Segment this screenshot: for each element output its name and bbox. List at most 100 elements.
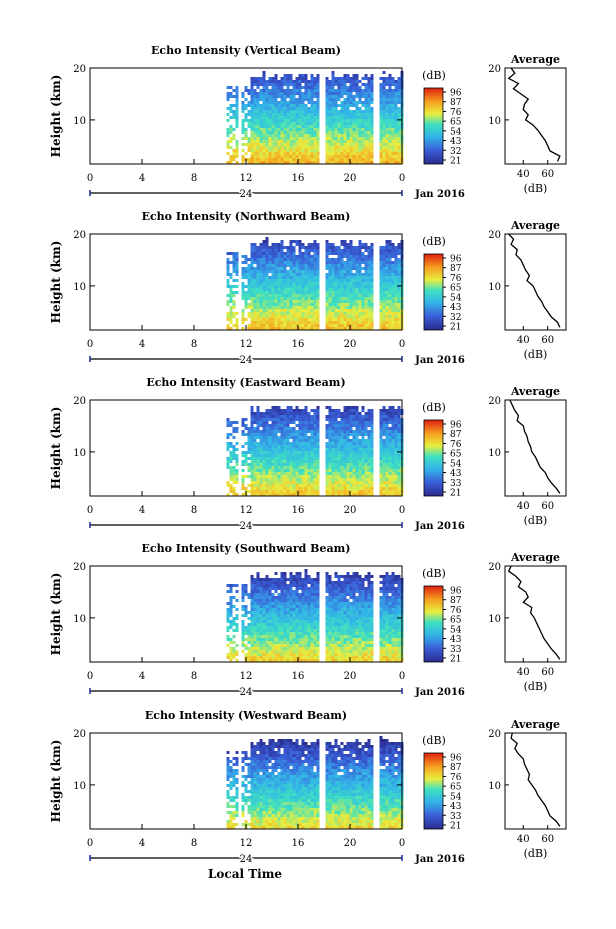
heatmap-cell — [256, 584, 260, 587]
heatmap-cell — [334, 261, 338, 264]
heatmap-cell — [265, 119, 269, 122]
heatmap-cell — [283, 650, 287, 653]
heatmap-cell — [304, 472, 308, 475]
heatmap-cell — [394, 318, 398, 321]
heatmap-cell — [295, 276, 299, 279]
heatmap-cell — [316, 86, 320, 89]
heatmap-cell — [313, 143, 317, 146]
heatmap-cell — [235, 273, 239, 276]
heatmap-cell — [349, 89, 353, 92]
heatmap-cell — [397, 270, 401, 273]
heatmap — [226, 406, 404, 496]
heatmap-cell — [235, 291, 239, 294]
heatmap-cell — [334, 158, 338, 161]
heatmap-cell — [262, 487, 266, 490]
heatmap-cell — [271, 255, 275, 258]
heatmap-cell — [226, 463, 230, 466]
heatmap-cell — [334, 282, 338, 285]
heatmap-cell — [286, 264, 290, 267]
heatmap-cell — [265, 86, 269, 89]
heatmap-cell — [337, 412, 341, 415]
heatmap-cell — [349, 409, 353, 412]
heatmap-cell — [397, 279, 401, 282]
heatmap-cell — [250, 101, 254, 104]
heatmap-cell — [367, 300, 371, 303]
heatmap-cell — [340, 306, 344, 309]
heatmap-cell — [292, 152, 296, 155]
heatmap-cell — [250, 140, 254, 143]
heatmap-cell — [259, 143, 263, 146]
heatmap-cell — [244, 306, 248, 309]
heatmap-cell — [277, 656, 281, 659]
heatmap-cell — [235, 427, 239, 430]
heatmap-cell — [313, 273, 317, 276]
heatmap-cell — [337, 270, 341, 273]
heatmap-cell — [349, 484, 353, 487]
heatmap-cell — [382, 493, 386, 496]
heatmap-cell — [277, 442, 281, 445]
heatmap-cell — [301, 460, 305, 463]
heatmap-cell — [253, 297, 257, 300]
heatmap-cell — [310, 454, 314, 457]
heatmap-cell — [286, 412, 290, 415]
heatmap-cell — [250, 460, 254, 463]
heatmap-cell — [379, 312, 383, 315]
heatmap-cell — [232, 427, 236, 430]
heatmap-cell — [259, 650, 263, 653]
heatmap-cell — [289, 249, 293, 252]
heatmap-cell — [244, 318, 248, 321]
heatmap-cell — [304, 155, 308, 158]
heatmap-cell — [340, 421, 344, 424]
heatmap-cell — [229, 125, 233, 128]
heatmap-cell — [370, 490, 374, 493]
day-label: 24 — [240, 189, 253, 200]
colorbar-tick-label: 76 — [450, 274, 462, 284]
heatmap-cell — [304, 415, 308, 418]
heatmap-cell — [382, 261, 386, 264]
heatmap-cell — [349, 131, 353, 134]
heatmap-cell — [265, 448, 269, 451]
heatmap-cell — [331, 327, 335, 330]
heatmap-cell — [277, 315, 281, 318]
heatmap-cell — [352, 152, 356, 155]
heatmap-cell — [358, 116, 362, 119]
heatmap-cell — [262, 161, 266, 164]
heatmap-cell — [229, 614, 233, 617]
heatmap-cell — [277, 418, 281, 421]
heatmap-cell — [277, 158, 281, 161]
heatmap-cell — [271, 493, 275, 496]
heatmap-cell — [388, 131, 392, 134]
heatmap-cell — [268, 451, 272, 454]
heatmap-cell — [232, 300, 236, 303]
heatmap-cell — [268, 436, 272, 439]
heatmap-cell — [370, 297, 374, 300]
heatmap-cell — [361, 324, 365, 327]
heatmap-cell — [298, 433, 302, 436]
heatmap-cell — [397, 294, 401, 297]
heatmap-cell — [256, 448, 260, 451]
heatmap-cell — [283, 294, 287, 297]
heatmap-cell — [265, 427, 269, 430]
heatmap-cell — [346, 246, 350, 249]
heatmap-cell — [271, 161, 275, 164]
heatmap-cell — [370, 140, 374, 143]
heatmap-cell — [241, 149, 245, 152]
heatmap-cell — [304, 439, 308, 442]
heatmap-cell — [340, 113, 344, 116]
heatmap-cell — [262, 578, 266, 581]
heatmap-cell — [226, 481, 230, 484]
heatmap-cell — [349, 448, 353, 451]
heatmap-cell — [244, 143, 248, 146]
heatmap-cell — [325, 430, 329, 433]
heatmap-cell — [301, 409, 305, 412]
heatmap-cell — [325, 406, 329, 409]
heatmap-cell — [352, 318, 356, 321]
heatmap-cell — [250, 324, 254, 327]
heatmap-cell — [277, 101, 281, 104]
heatmap-cell — [364, 125, 368, 128]
heatmap-cell — [328, 246, 332, 249]
heatmap-cell — [394, 475, 398, 478]
heatmap-cell — [277, 122, 281, 125]
heatmap-cell — [250, 611, 254, 614]
